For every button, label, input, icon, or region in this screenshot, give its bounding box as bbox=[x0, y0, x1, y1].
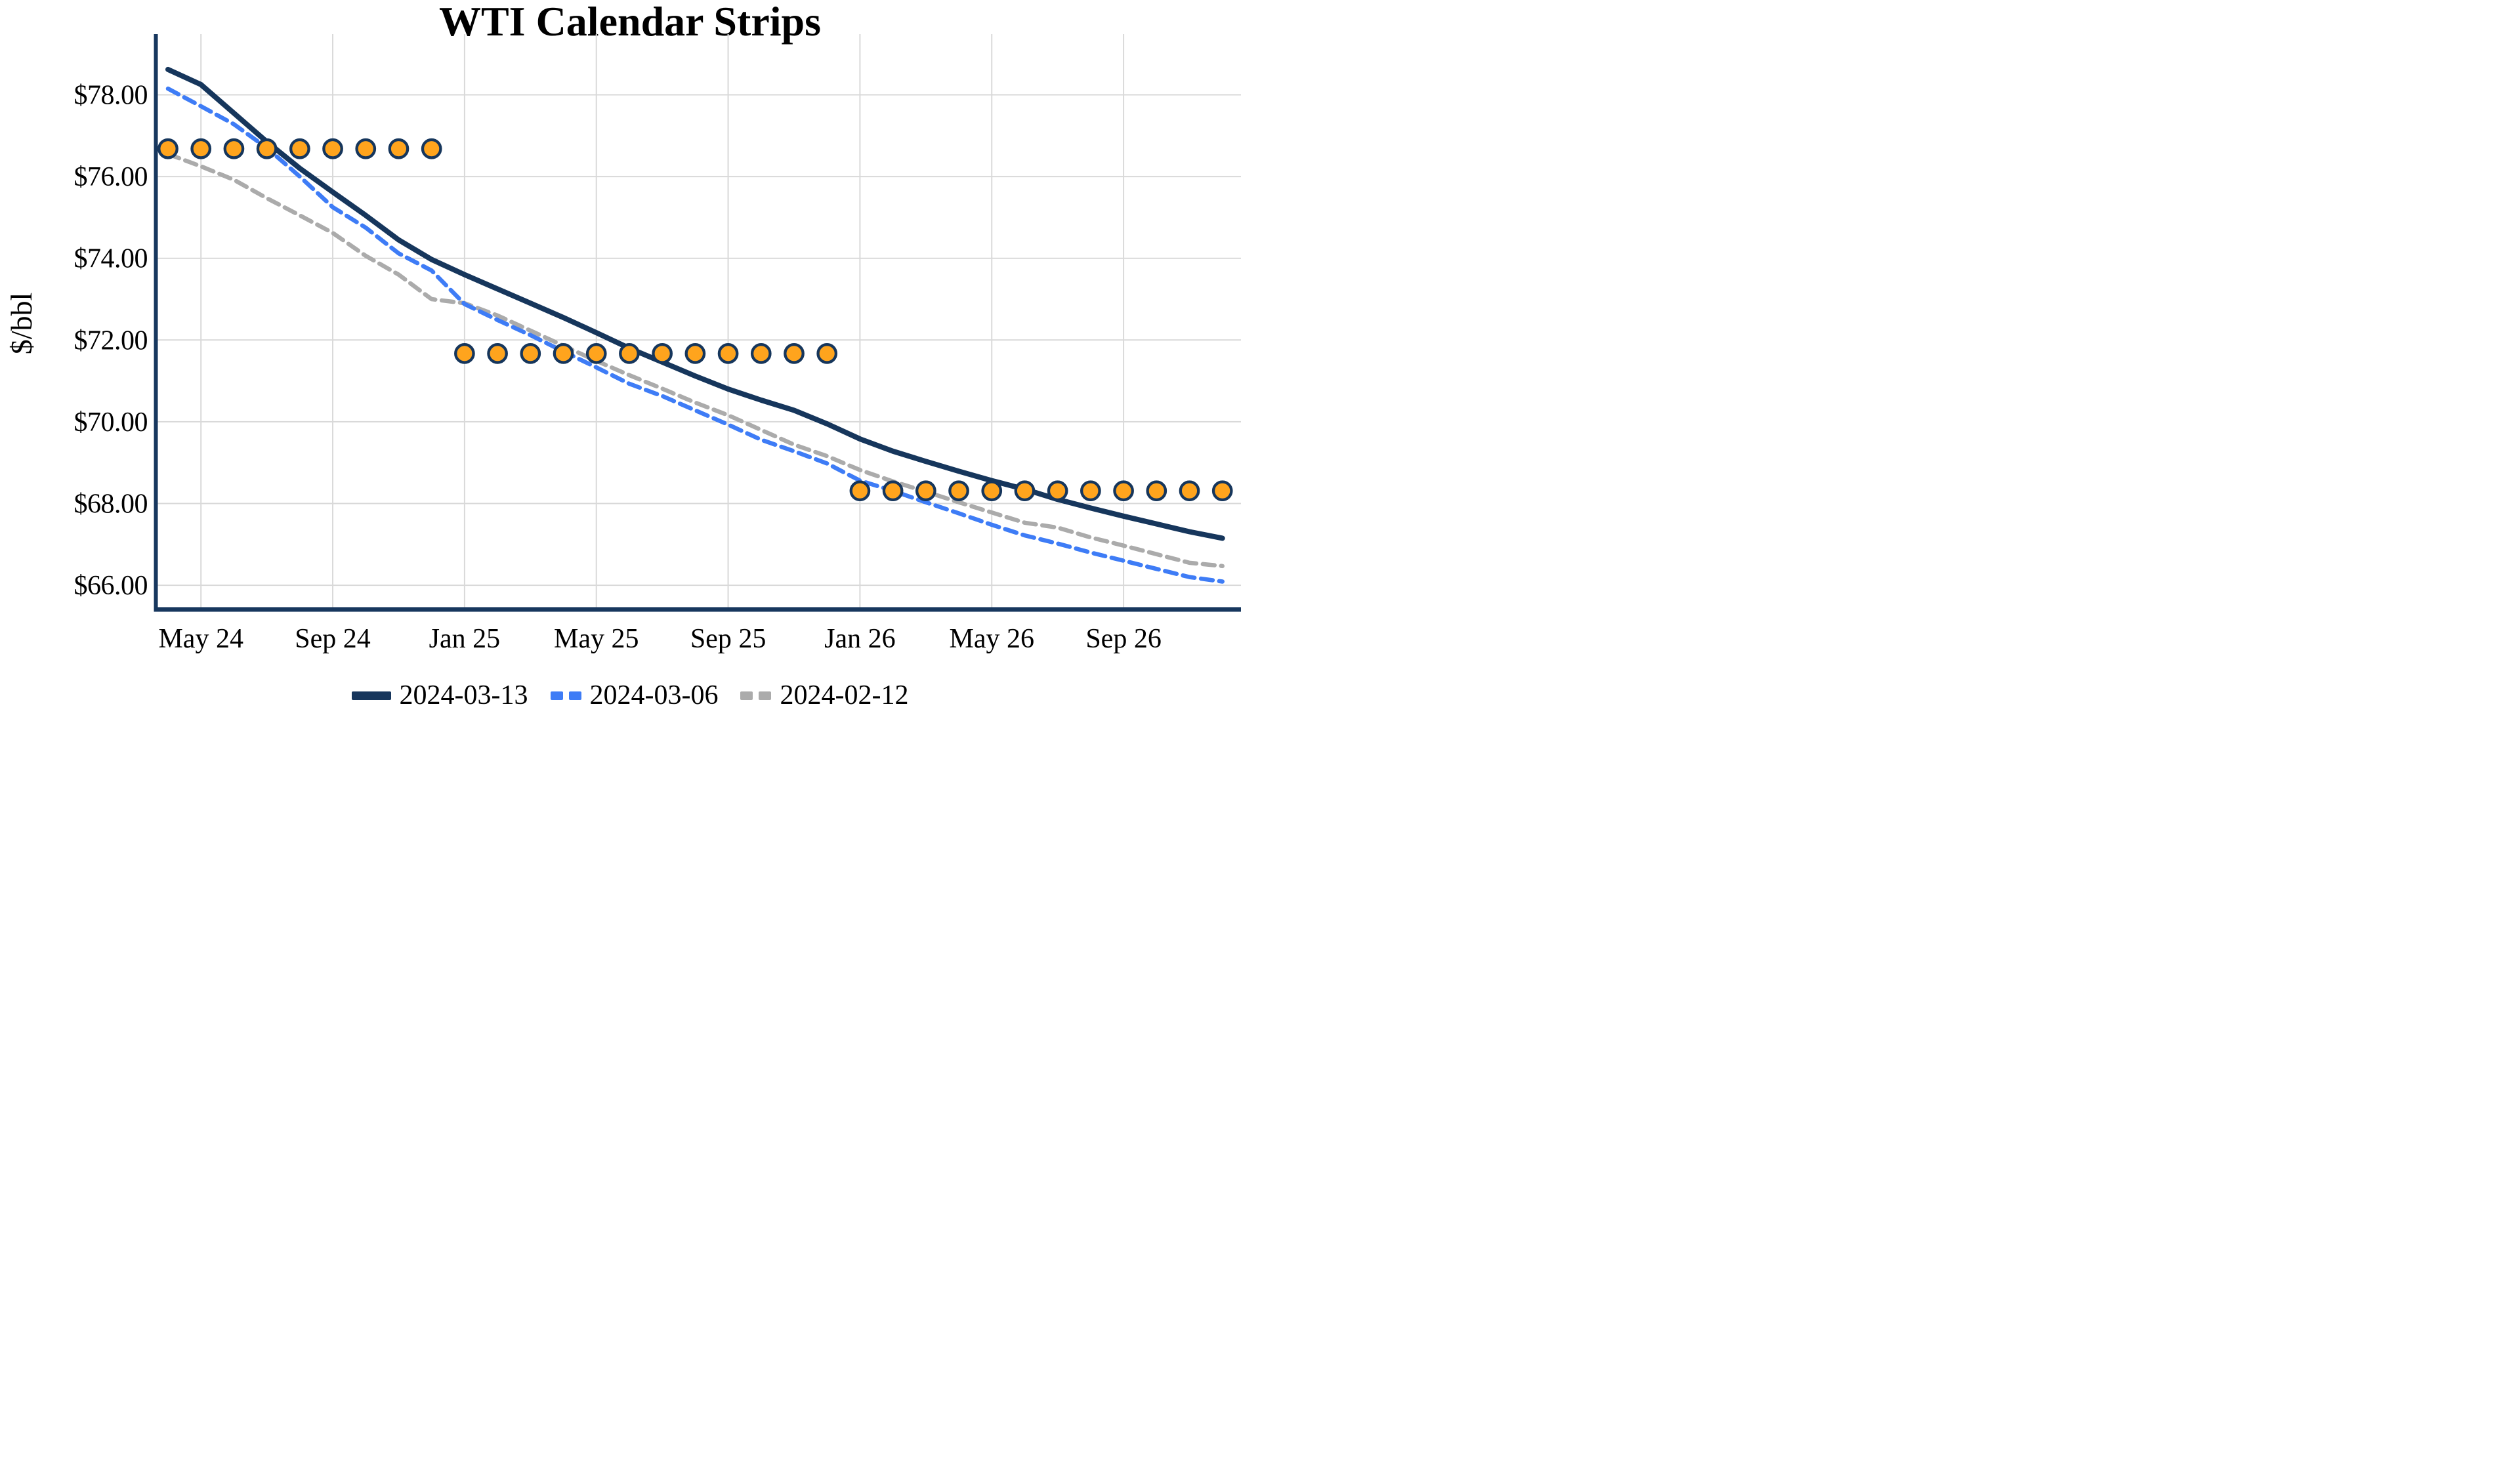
chart-title: WTI Calendar Strips bbox=[438, 0, 822, 45]
x-tick-label: Sep 26 bbox=[1085, 624, 1162, 654]
strip-dot bbox=[1080, 480, 1101, 502]
strip-dot bbox=[520, 343, 541, 364]
strip-dot bbox=[454, 343, 475, 364]
strip-dot bbox=[487, 343, 508, 364]
legend-item-2024-03-06: 2024-03-06 bbox=[550, 680, 719, 711]
strip-dot bbox=[1179, 480, 1200, 502]
chart-svg: $78.00 $76.00 $74.00 $72.00 $70.00 $68.00 $66.… bbox=[74, 34, 1241, 654]
strip-dot bbox=[1113, 480, 1134, 502]
strip-dot bbox=[190, 138, 212, 159]
y-tick-label: $74.00 bbox=[74, 244, 148, 274]
strip-dot bbox=[1211, 480, 1233, 502]
strip-dot bbox=[223, 138, 245, 159]
strip-dot bbox=[652, 343, 673, 364]
strip-dot bbox=[585, 343, 607, 364]
strip-dot bbox=[816, 343, 838, 364]
strip-dot bbox=[355, 138, 377, 159]
strip-dot bbox=[619, 343, 640, 364]
strip-dot bbox=[948, 480, 969, 502]
strip-dot bbox=[717, 343, 739, 364]
strip-dot bbox=[915, 480, 936, 502]
series-line-2024-03-06 bbox=[165, 86, 1225, 584]
legend-item-2024-02-12: 2024-02-12 bbox=[740, 680, 908, 711]
strip-dot bbox=[882, 480, 904, 502]
x-tick-label: May 26 bbox=[950, 624, 1035, 654]
y-tick-label: $72.00 bbox=[74, 325, 148, 356]
x-tick-label: Jan 25 bbox=[429, 624, 501, 654]
legend-swatch-gray-dashed-line bbox=[740, 691, 772, 700]
x-tick-label: May 24 bbox=[158, 624, 243, 654]
strip-dot bbox=[289, 138, 310, 159]
legend-swatch-solid-line bbox=[351, 691, 391, 700]
strip-dot bbox=[421, 138, 442, 159]
y-tick-label: $68.00 bbox=[74, 489, 148, 520]
legend-label: 2024-02-12 bbox=[780, 680, 909, 710]
strip-dot bbox=[1146, 480, 1167, 502]
strip-dot bbox=[1014, 480, 1036, 502]
y-tick-label: $70.00 bbox=[74, 407, 148, 438]
legend-label: 2024-03-06 bbox=[589, 680, 719, 710]
strip-dot bbox=[388, 138, 410, 159]
series-line-2024-02-12 bbox=[165, 152, 1225, 569]
legend-label: 2024-03-13 bbox=[399, 680, 528, 710]
x-tick-label: Jan 26 bbox=[824, 624, 896, 654]
strip-dot bbox=[684, 343, 706, 364]
strip-dot bbox=[322, 138, 343, 159]
legend: 2024-03-13 2024-03-06 2024-02-12 bbox=[0, 680, 1260, 711]
strip-dot bbox=[981, 480, 1003, 502]
series-line-2024-03-13 bbox=[165, 66, 1225, 541]
y-tick-label: $76.00 bbox=[74, 162, 148, 192]
page: { "title": "WTI Calendar Strips", "y_axi… bbox=[0, 0, 1260, 740]
strip-dot bbox=[553, 343, 574, 364]
legend-swatch-blue-dashed-line bbox=[550, 691, 581, 700]
strip-dot bbox=[750, 343, 772, 364]
strip-dot bbox=[1047, 480, 1068, 502]
x-tick-label: May 25 bbox=[554, 624, 639, 654]
strip-dot bbox=[256, 138, 278, 159]
y-tick-label: $78.00 bbox=[74, 81, 148, 111]
legend-item-2024-03-13: 2024-03-13 bbox=[351, 680, 528, 711]
strip-dot bbox=[849, 480, 871, 502]
x-tick-label: Sep 25 bbox=[690, 624, 766, 654]
strip-dot bbox=[784, 343, 805, 364]
x-tick-label: Sep 24 bbox=[295, 624, 371, 654]
y-tick-label: $66.00 bbox=[74, 571, 148, 601]
strip-dot bbox=[158, 138, 178, 159]
